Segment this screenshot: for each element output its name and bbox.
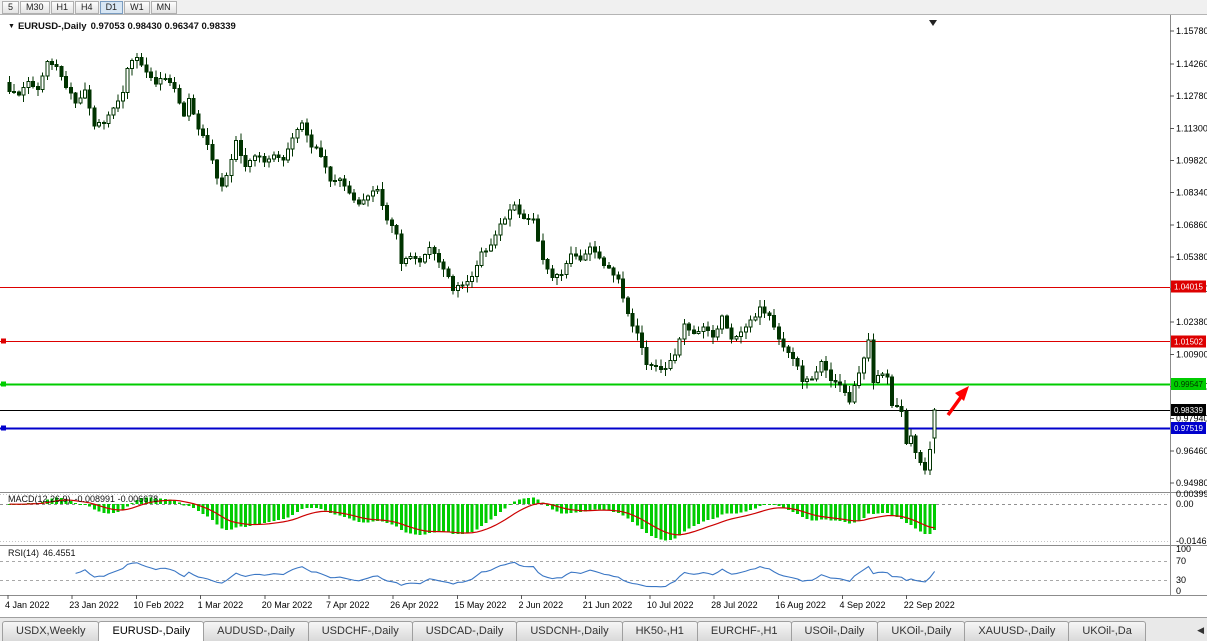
svg-text:0.00399: 0.00399 [1176, 489, 1207, 499]
svg-text:1.08340: 1.08340 [1176, 188, 1207, 198]
price-tag-1.01502[interactable]: 1.01502 [1171, 335, 1206, 348]
macd-values: -0.008991 -0.006678 [74, 494, 159, 504]
svg-text:1.04015: 1.04015 [1174, 283, 1203, 292]
macd-signal-line [9, 499, 935, 536]
svg-text:0.97940: 0.97940 [1176, 414, 1207, 424]
rsi-line [75, 561, 936, 588]
svg-text:70: 70 [1176, 556, 1186, 566]
svg-text:0: 0 [1176, 586, 1181, 596]
chart-tab-eurchf-h1[interactable]: EURCHF-,H1 [696, 621, 792, 641]
chart-background [0, 15, 1207, 617]
svg-text:0.98339: 0.98339 [1174, 406, 1203, 415]
svg-text:100: 100 [1176, 544, 1191, 554]
chart-tab-usdchf-daily[interactable]: USDCHF-,Daily [307, 621, 413, 641]
chart-symbol-header: ▼ EURUSD-,Daily 0.97053 0.98430 0.96347 0.… [8, 21, 240, 32]
chart-tab-eurusd-daily[interactable]: EURUSD-,Daily [98, 621, 205, 641]
svg-text:22 Sep 2022: 22 Sep 2022 [904, 600, 955, 610]
rsi-value: 46.4551 [43, 548, 76, 558]
chart-tab-audusd-daily[interactable]: AUDUSD-,Daily [203, 621, 309, 641]
svg-text:1 Mar 2022: 1 Mar 2022 [198, 600, 244, 610]
chart-ohlc-values: 0.97053 0.98430 0.96347 0.98339 [90, 21, 236, 32]
timeframe-button-h1[interactable]: H1 [50, 0, 75, 14]
svg-text:-0.01469: -0.01469 [1176, 536, 1207, 546]
svg-text:4 Jan 2022: 4 Jan 2022 [5, 600, 50, 610]
svg-text:1.01502: 1.01502 [1174, 337, 1203, 346]
timeframe-button-m30[interactable]: M30 [20, 0, 50, 14]
macd-name: MACD(12,26,9) [8, 494, 71, 504]
chart-tab-hk50-h1[interactable]: HK50-,H1 [621, 621, 698, 641]
svg-text:30: 30 [1176, 575, 1186, 585]
macd-indicator-label: MACD(12,26,9) -0.008991 -0.006678 [8, 494, 162, 504]
chart-tabs-bar: USDX,Weekly EURUSD-,Daily AUDUSD-,Daily USD… [0, 617, 1207, 641]
svg-text:1.05380: 1.05380 [1176, 252, 1207, 262]
svg-text:28 Jul 2022: 28 Jul 2022 [711, 600, 758, 610]
timeframe-button-h4[interactable]: H4 [75, 0, 99, 14]
chart-symbol-label: EURUSD-,Daily [17, 21, 87, 32]
chart-area[interactable]: 1.15780 1.14260 1.12780 1.11300 1.09820 1.083… [0, 15, 1207, 617]
chart-tab-usdcnh-daily[interactable]: USDCNH-,Daily [516, 621, 623, 641]
timeframe-button-d1[interactable]: D1 [99, 0, 124, 14]
svg-text:1.11300: 1.11300 [1176, 123, 1207, 133]
svg-text:23 Jan 2022: 23 Jan 2022 [69, 600, 119, 610]
timeframe-button-w1[interactable]: W1 [124, 0, 150, 14]
level-handle[interactable] [1, 425, 6, 431]
svg-text:2 Jun 2022: 2 Jun 2022 [519, 600, 564, 610]
svg-text:0.99547: 0.99547 [1174, 380, 1203, 389]
svg-text:26 Apr 2022: 26 Apr 2022 [390, 600, 439, 610]
svg-text:4 Sep 2022: 4 Sep 2022 [839, 600, 885, 610]
chart-tab-usdx-weekly[interactable]: USDX,Weekly [2, 621, 100, 641]
svg-text:1.12780: 1.12780 [1176, 91, 1207, 101]
price-tag-0.97519[interactable]: 0.97519 [1171, 421, 1206, 434]
timeframe-toolbar: 5 M30 H1 H4 D1 W1 MN [0, 0, 1207, 15]
svg-text:15 May 2022: 15 May 2022 [454, 600, 506, 610]
date-axis[interactable]: 4 Jan 2022 23 Jan 2022 10 Feb 2022 1 Mar 20… [5, 595, 955, 610]
trend-arrow-annotation[interactable] [946, 386, 969, 417]
svg-text:1.02380: 1.02380 [1176, 317, 1207, 327]
tab-scroll-left-icon[interactable]: ◀ [1197, 625, 1204, 635]
svg-text:7 Apr 2022: 7 Apr 2022 [326, 600, 370, 610]
candlestick-series [7, 52, 937, 475]
chart-tab-ukoil-da[interactable]: UKOil-,Da [1068, 621, 1146, 641]
svg-text:0.94980: 0.94980 [1176, 478, 1207, 488]
rsi-name: RSI(14) [8, 548, 40, 558]
svg-text:1.15780: 1.15780 [1176, 26, 1207, 36]
svg-text:0.97519: 0.97519 [1174, 424, 1203, 433]
svg-text:0.96460: 0.96460 [1176, 446, 1207, 456]
rsi-indicator-label: RSI(14) 46.4551 [8, 548, 80, 558]
level-handle[interactable] [1, 381, 6, 387]
svg-text:0.00: 0.00 [1176, 499, 1194, 509]
price-tag-1.04015[interactable]: 1.04015 [1171, 280, 1206, 293]
timeframe-button-5[interactable]: 5 [2, 0, 20, 14]
svg-text:10 Jul 2022: 10 Jul 2022 [647, 600, 694, 610]
chart-tab-usoil-daily[interactable]: USOil-,Daily [790, 621, 879, 641]
svg-text:21 Jun 2022: 21 Jun 2022 [583, 600, 633, 610]
rsi-panel [0, 561, 1170, 588]
chart-tab-ukoil-daily[interactable]: UKOil-,Daily [877, 621, 966, 641]
svg-text:1.09820: 1.09820 [1176, 156, 1207, 166]
chart-menu-icon[interactable]: ▼ [8, 23, 15, 30]
svg-text:10 Feb 2022: 10 Feb 2022 [133, 600, 184, 610]
svg-text:1.06860: 1.06860 [1176, 220, 1207, 230]
chart-tab-usdcad-daily[interactable]: USDCAD-,Daily [411, 621, 518, 641]
svg-text:1.14260: 1.14260 [1176, 59, 1207, 69]
level-handle[interactable] [1, 338, 6, 344]
svg-text:20 Mar 2022: 20 Mar 2022 [262, 600, 313, 610]
macd-panel [0, 494, 1170, 542]
timeframe-button-mn[interactable]: MN [150, 0, 177, 14]
price-tag-0.99547[interactable]: 0.99547 [1171, 377, 1206, 390]
chart-shift-marker[interactable] [929, 20, 937, 26]
chart-tab-xauusd-daily[interactable]: XAUUSD-,Daily [964, 621, 1070, 641]
svg-text:1.00900: 1.00900 [1176, 349, 1207, 359]
price-tag-0.98339[interactable]: 0.98339 [1171, 404, 1206, 417]
svg-text:16 Aug 2022: 16 Aug 2022 [775, 600, 826, 610]
